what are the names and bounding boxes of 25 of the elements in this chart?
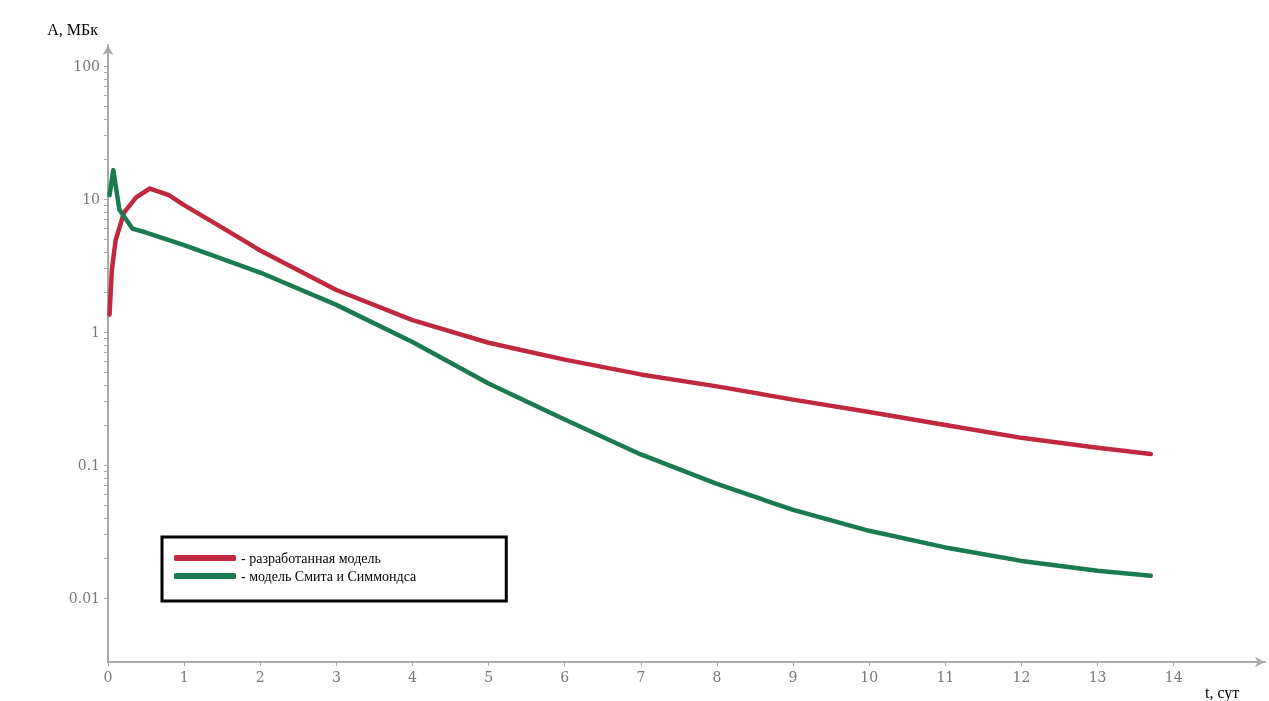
x-tick-label: 9 — [788, 669, 798, 685]
x-tick-label: 2 — [255, 669, 265, 685]
y-tick-label: 10 — [82, 191, 100, 208]
line-series — [107, 186, 1154, 457]
x-tick-label: 8 — [712, 669, 722, 685]
legend-label: - модель Смита и Симмондса — [241, 568, 418, 584]
x-tick-label: 10 — [860, 669, 879, 685]
y-tick-label: 1 — [91, 324, 100, 341]
y-axis-title: A, МБк — [47, 20, 99, 38]
y-tick-label: 100 — [73, 58, 100, 75]
x-tick-label: 4 — [408, 669, 418, 685]
x-tick-label: 13 — [1088, 669, 1107, 685]
x-tick-label: 11 — [936, 669, 955, 685]
x-tick-label: 14 — [1164, 669, 1183, 685]
x-tick-label: 12 — [1012, 669, 1031, 685]
x-tick-label: 3 — [331, 669, 341, 685]
x-tick-label: 6 — [560, 669, 570, 685]
legend-label: - разработанная модель — [241, 550, 381, 566]
y-tick-label: 0.1 — [77, 456, 100, 473]
x-tick-label: 1 — [179, 669, 189, 685]
x-tick-label: 5 — [484, 669, 494, 685]
y-tick-label: 0.01 — [68, 589, 100, 606]
x-tick-label: 0 — [103, 669, 113, 685]
x-axis-title: t, сут — [1205, 683, 1240, 701]
x-tick-label: 7 — [636, 669, 646, 685]
